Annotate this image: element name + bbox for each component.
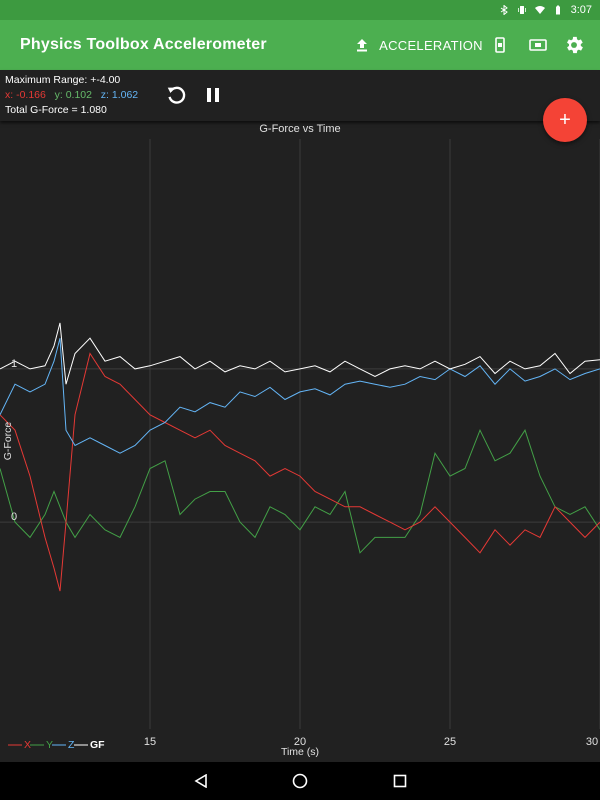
home-icon bbox=[292, 773, 308, 789]
max-range-text: Maximum Range: +-4.00 bbox=[5, 74, 121, 86]
y-readout: y: 0.102 bbox=[54, 89, 92, 101]
recents-button[interactable] bbox=[388, 769, 412, 793]
series-y-line bbox=[0, 428, 600, 554]
screen-button[interactable] bbox=[524, 20, 552, 70]
chart-series bbox=[0, 322, 600, 592]
wifi-icon bbox=[534, 6, 545, 14]
legend-label-y: Y bbox=[46, 739, 53, 751]
series-z-line bbox=[0, 338, 600, 454]
upload-icon bbox=[357, 39, 367, 52]
x-axis-label: Time (s) bbox=[281, 746, 319, 758]
y-tick-label: 1 bbox=[11, 358, 17, 370]
y-tick-label: 0 bbox=[11, 511, 17, 523]
navigation-bar bbox=[0, 762, 600, 800]
x-tick-label: 25 bbox=[444, 736, 456, 748]
series-x-line bbox=[0, 352, 600, 592]
chart-grid bbox=[0, 139, 600, 729]
settings-button[interactable] bbox=[560, 20, 588, 70]
pause-icon bbox=[207, 88, 219, 102]
app-bar: Physics Toolbox Accelerometer ACCELERATI… bbox=[0, 20, 600, 70]
legend-label-gf: GF bbox=[90, 739, 105, 751]
x-readout: x: -0.166 bbox=[5, 89, 46, 101]
series-gf-line bbox=[0, 322, 600, 385]
phone-orientation-button[interactable] bbox=[488, 20, 512, 70]
z-readout: z: 1.062 bbox=[100, 89, 139, 101]
total-gforce-text: Total G-Force = 1.080 bbox=[5, 104, 107, 116]
chart-ticks: 15 20 25 30 1 0 bbox=[11, 358, 598, 748]
mode-label: ACCELERATION bbox=[379, 37, 483, 53]
acceleration-mode-button[interactable]: ACCELERATION bbox=[379, 20, 482, 70]
gforce-chart: G-Force vs Time 15 20 25 30 1 0 G-Force Time … bbox=[0, 123, 600, 758]
legend-label-z: Z bbox=[68, 739, 75, 751]
recents-icon bbox=[393, 774, 407, 788]
reset-button[interactable] bbox=[163, 82, 189, 108]
pause-button[interactable] bbox=[201, 82, 225, 108]
home-button[interactable] bbox=[288, 769, 312, 793]
phone-orientation-icon bbox=[495, 37, 505, 53]
status-time: 3:07 bbox=[570, 4, 592, 16]
gear-icon bbox=[567, 36, 583, 54]
upload-button[interactable] bbox=[350, 20, 374, 70]
readout-panel: Maximum Range: +-4.00 x: -0.166 y: 0.102… bbox=[0, 70, 600, 121]
x-tick-label: 30 bbox=[586, 736, 598, 748]
chart-title: G-Force vs Time bbox=[259, 123, 340, 135]
axis-readout: x: -0.166 y: 0.102 z: 1.062 bbox=[5, 89, 138, 102]
refresh-icon bbox=[167, 86, 186, 104]
back-icon bbox=[194, 774, 207, 788]
legend-label-x: X bbox=[24, 739, 31, 751]
back-button[interactable] bbox=[189, 769, 213, 793]
vibrate-icon bbox=[517, 6, 526, 14]
bluetooth-icon bbox=[500, 5, 508, 15]
plus-icon: + bbox=[559, 109, 571, 131]
x-tick-label: 20 bbox=[294, 736, 306, 748]
y-axis-label: G-Force bbox=[2, 422, 14, 461]
chart-legend: X Y Z GF bbox=[8, 739, 105, 751]
app-title: Physics Toolbox Accelerometer bbox=[20, 36, 267, 53]
add-button[interactable]: + bbox=[543, 98, 587, 142]
battery-icon bbox=[555, 5, 560, 15]
status-bar: 3:07 bbox=[0, 0, 600, 20]
x-tick-label: 15 bbox=[144, 736, 156, 748]
screen-icon bbox=[529, 39, 547, 51]
